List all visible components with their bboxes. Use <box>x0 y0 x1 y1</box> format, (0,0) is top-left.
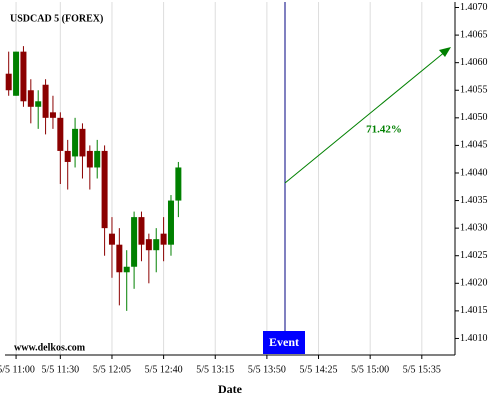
x-tick-label: 5/5 14:25 <box>299 364 337 375</box>
candle-body <box>123 266 130 273</box>
forecast-arrow <box>284 50 447 184</box>
x-tick-label: 5/5 11:30 <box>41 364 79 375</box>
candle-body <box>160 233 167 245</box>
y-tick-label: 1.4015 <box>460 305 488 316</box>
candle-body <box>94 150 101 168</box>
y-tick-label: 1.4060 <box>460 57 488 68</box>
candle-body <box>64 150 71 162</box>
x-axis-title: Date <box>218 382 243 396</box>
candle-body <box>20 51 27 102</box>
y-tick-label: 1.4025 <box>460 250 488 261</box>
candle-body <box>131 217 138 267</box>
candle-body <box>49 112 56 118</box>
x-tick-label: 5/5 12:05 <box>93 364 131 375</box>
candle-body <box>5 73 12 91</box>
y-tick-label: 1.4055 <box>460 85 488 96</box>
y-tick-label: 1.4050 <box>460 112 488 123</box>
y-tick-label: 1.4035 <box>460 195 488 206</box>
event-box <box>263 331 305 354</box>
candle-body <box>42 84 49 118</box>
candle-body <box>86 150 93 168</box>
candle-body <box>153 239 160 251</box>
x-tick-label: 5/5 13:15 <box>196 364 234 375</box>
y-tick-label: 1.4065 <box>460 29 488 40</box>
event-label: Event <box>269 335 299 349</box>
x-tick-label: 5/5 13:50 <box>248 364 286 375</box>
candle-body <box>116 244 123 273</box>
chart-title: USDCAD 5 (FOREX) <box>10 13 103 24</box>
watermark: www.delkos.com <box>14 342 86 353</box>
candle-body <box>101 150 108 229</box>
candle-body <box>35 101 42 107</box>
candle-body <box>108 233 115 245</box>
arrow-label: 71.42% <box>366 124 402 136</box>
candle-body <box>27 90 34 107</box>
candle-body <box>145 239 152 251</box>
x-tick-label: 5/5 12:40 <box>145 364 183 375</box>
candle-body <box>57 117 64 151</box>
x-tick-label: 5/5 11:00 <box>0 364 35 375</box>
arrow-head <box>439 47 451 57</box>
y-tick-label: 1.4040 <box>460 167 488 178</box>
x-tick-label: 5/5 15:00 <box>351 364 389 375</box>
candle-body <box>72 128 79 157</box>
candle-body <box>79 128 86 157</box>
candle-body <box>175 167 182 201</box>
candle-body <box>13 51 20 96</box>
y-tick-label: 1.4010 <box>460 333 488 344</box>
candle-body <box>138 217 145 245</box>
y-tick-label: 1.4045 <box>460 140 488 151</box>
y-tick-label: 1.4030 <box>460 222 488 233</box>
y-tick-label: 1.4070 <box>460 2 488 13</box>
x-tick-label: 5/5 15:35 <box>403 364 441 375</box>
candle-body <box>167 200 174 245</box>
y-tick-label: 1.4020 <box>460 278 488 289</box>
